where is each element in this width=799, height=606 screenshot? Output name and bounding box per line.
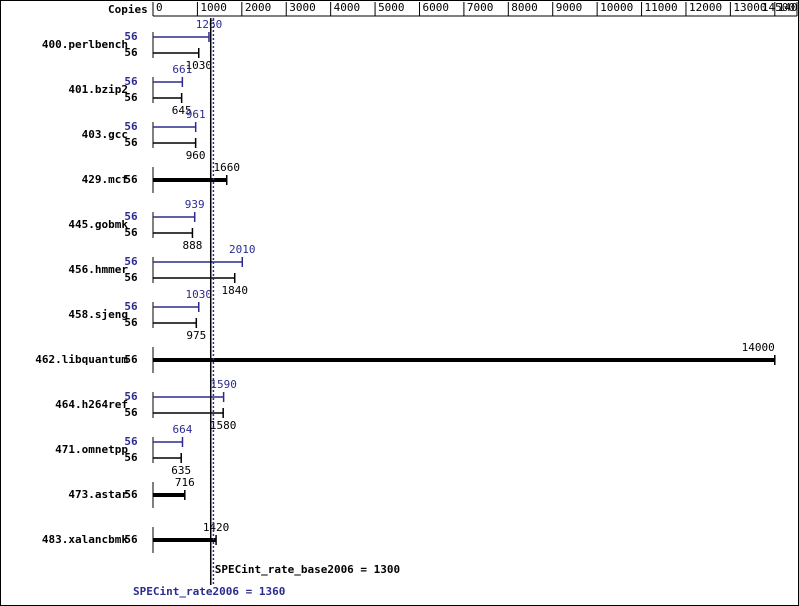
category-label: 458.sjeng xyxy=(68,308,128,321)
value-label: 960 xyxy=(186,149,206,162)
x-tick-label: 14500 xyxy=(762,1,795,14)
category-label: 471.omnetpp xyxy=(55,443,128,456)
x-tick-label: 9000 xyxy=(556,1,583,14)
value-label: 664 xyxy=(173,423,193,436)
value-label: 661 xyxy=(172,63,192,76)
category-label: 429.mcf xyxy=(82,173,128,186)
category-label: 473.astar xyxy=(68,488,128,501)
x-tick-label: 0 xyxy=(156,1,163,14)
category-label: 400.perlbench xyxy=(42,38,128,51)
x-tick-label: 10000 xyxy=(600,1,633,14)
category-label: 462.libquantum xyxy=(35,353,128,366)
copies: 56 xyxy=(124,406,138,419)
value-label: 1030 xyxy=(185,59,212,72)
x-tick-label: 4000 xyxy=(334,1,361,14)
value-label: 645 xyxy=(172,104,192,117)
copies: 56 xyxy=(124,173,138,186)
category-label: 464.h264ref xyxy=(55,398,128,411)
copies: 56 xyxy=(124,533,138,546)
copies: 56 xyxy=(124,226,138,239)
value-label: 939 xyxy=(185,198,205,211)
copies: 56 xyxy=(124,30,138,43)
reference-label: SPECint_rate2006 = 1360 xyxy=(133,585,285,598)
copies: 56 xyxy=(124,271,138,284)
category-label: 445.gobmk xyxy=(68,218,128,231)
x-tick-label: 1000 xyxy=(200,1,227,14)
copies: 56 xyxy=(124,255,138,268)
copies: 56 xyxy=(124,136,138,149)
value-label: 1580 xyxy=(210,419,237,432)
value-label: 961 xyxy=(186,108,206,121)
value-label: 2010 xyxy=(229,243,256,256)
value-label: 1030 xyxy=(185,288,212,301)
x-tick-label: 12000 xyxy=(689,1,722,14)
reference-label: SPECint_rate_base2006 = 1300 xyxy=(215,563,400,576)
copies: 56 xyxy=(124,451,138,464)
copies: 56 xyxy=(124,435,138,448)
copies: 56 xyxy=(124,390,138,403)
value-label: 888 xyxy=(183,239,203,252)
x-tick-label: 14000 xyxy=(778,1,799,14)
category-label: 483.xalancbmk xyxy=(42,533,128,546)
category-label: 456.hmmer xyxy=(68,263,128,276)
value-label: 716 xyxy=(175,476,195,489)
x-tick-label: 8000 xyxy=(511,1,537,14)
x-tick-label: 11000 xyxy=(645,1,678,14)
copies: 56 xyxy=(124,210,138,223)
copies: 56 xyxy=(124,120,138,133)
value-label: 1590 xyxy=(210,378,237,391)
copies: 56 xyxy=(124,316,138,329)
category-label: 403.gcc xyxy=(82,128,128,141)
copies: 56 xyxy=(124,46,138,59)
value-label: 14000 xyxy=(742,341,775,354)
value-label: 1660 xyxy=(213,161,240,174)
value-label: 1420 xyxy=(203,521,230,534)
x-tick-label: 5000 xyxy=(378,1,405,14)
copies: 56 xyxy=(124,488,138,501)
copies: 56 xyxy=(124,75,138,88)
x-tick-label: 13000 xyxy=(733,1,766,14)
x-tick-label: 3000 xyxy=(289,1,316,14)
copies: 56 xyxy=(124,353,138,366)
value-label: 635 xyxy=(171,464,191,477)
copies: 56 xyxy=(124,300,138,313)
copies-header: Copies xyxy=(108,3,148,16)
value-label: 1260 xyxy=(196,18,223,31)
value-label: 975 xyxy=(186,329,206,342)
value-label: 1840 xyxy=(221,284,248,297)
category-label: 401.bzip2 xyxy=(68,83,128,96)
copies: 56 xyxy=(124,91,138,104)
x-tick-label: 6000 xyxy=(422,1,449,14)
x-tick-label: 2000 xyxy=(245,1,271,14)
x-tick-label: 7000 xyxy=(467,1,494,14)
